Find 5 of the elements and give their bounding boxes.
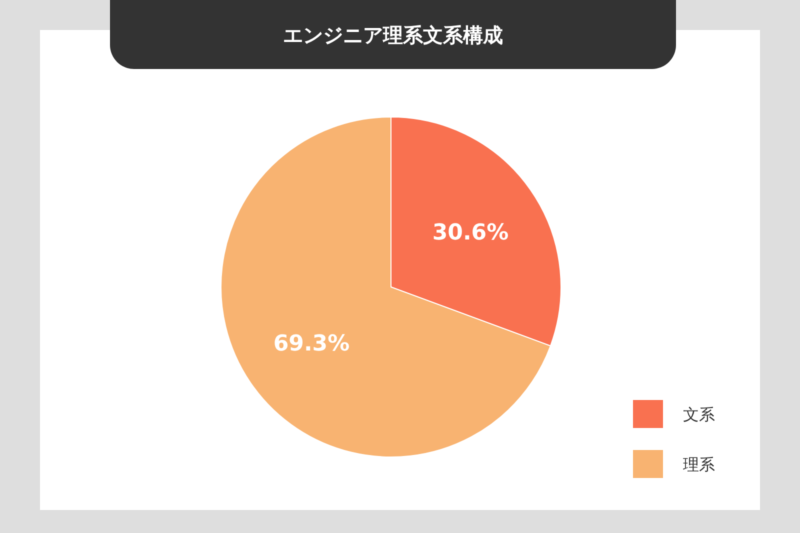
legend-label: 理系 — [683, 455, 715, 474]
data-label: 30.6% — [432, 220, 509, 246]
data-label: 69.3% — [273, 331, 350, 356]
legend-label: 文系 — [683, 405, 715, 424]
chart-title: エンジニア理系文系構成 — [283, 23, 503, 47]
